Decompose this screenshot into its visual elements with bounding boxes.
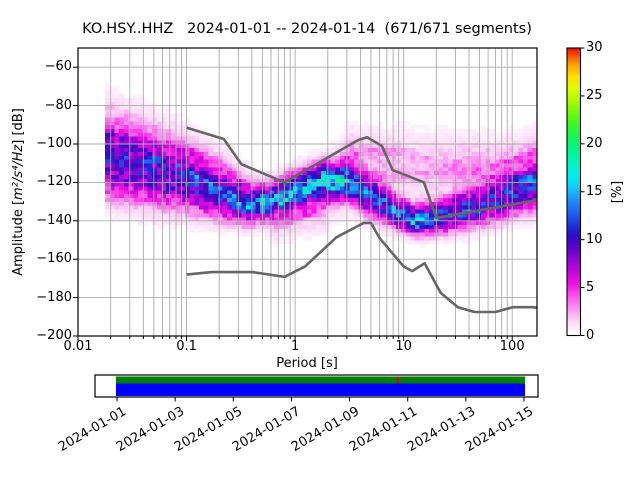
- ppsd-heatmap: [105, 82, 538, 248]
- y-tick-label: −200: [36, 328, 72, 344]
- y-tick-label: −120: [36, 174, 72, 190]
- y-tick-label: −140: [36, 212, 72, 228]
- timeline-extent-bar: [116, 383, 525, 396]
- plot-frame: [77, 47, 538, 337]
- colorbar-tick-label: 30: [586, 40, 603, 56]
- x-axis-label: Period [s]: [276, 356, 338, 371]
- nhnm-high-noise-model-line: [186, 126, 538, 220]
- y-tick-label: −100: [36, 136, 72, 152]
- y-tick-label: −60: [44, 59, 72, 75]
- x-tick-label: 1: [290, 339, 300, 354]
- colorbar-tick-label: 15: [586, 183, 603, 199]
- colorbar-gradient: [567, 48, 581, 336]
- x-tick-label: 100: [499, 339, 525, 354]
- plot-title: KO.HSY..HHZ 2024-01-01 -- 2024-01-14 (67…: [82, 21, 532, 37]
- timeline-gap-marker: [396, 376, 399, 384]
- colorbar-tick-label: 0: [586, 327, 595, 343]
- colorbar-tick-label: 10: [586, 231, 603, 247]
- colorbar-frame: [566, 47, 582, 337]
- colorbar-tick-label: 25: [586, 88, 603, 104]
- y-tick-label: −180: [36, 289, 72, 305]
- colorbar-label: [%]: [610, 180, 626, 204]
- axis-ticks: [73, 47, 585, 402]
- y-tick-label: −160: [36, 251, 72, 267]
- x-tick-label: 0.1: [176, 339, 197, 354]
- colorbar-tick-label: 20: [586, 136, 603, 152]
- y-tick-label: −80: [44, 97, 72, 113]
- x-tick-label: 0.01: [63, 339, 93, 354]
- y-axis-label: Amplitude [m²/s⁴/Hz] [dB]: [11, 108, 27, 276]
- nlnm-low-noise-model-line: [186, 221, 538, 314]
- colorbar-tick-label: 5: [586, 279, 595, 295]
- x-tick-label: 10: [395, 339, 412, 354]
- timeline-coverage-bar: [116, 376, 525, 384]
